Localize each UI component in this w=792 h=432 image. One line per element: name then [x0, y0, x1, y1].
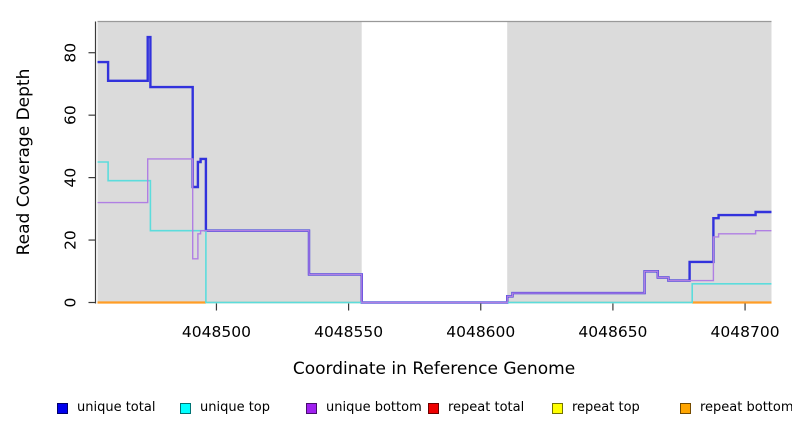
x-tick-label: 4048600: [446, 323, 515, 341]
legend-swatch: [680, 402, 691, 414]
legend-label: repeat total: [448, 400, 525, 415]
y-axis-title: Read Coverage Depth: [14, 68, 34, 256]
gap-region: [361, 21, 508, 303]
x-axis-title: Coordinate in Reference Genome: [292, 359, 576, 379]
legend-item-unique-top: unique top: [180, 401, 270, 415]
legend-item-repeat-bottom: repeat bottom: [680, 401, 792, 415]
legend-label: unique bottom: [326, 400, 422, 415]
legend-swatch: [306, 402, 317, 414]
legend-item-repeat-top: repeat top: [552, 401, 640, 415]
legend-swatch: [180, 402, 191, 414]
y-tick-label: 0: [62, 298, 80, 308]
legend-item-unique-bottom: unique bottom: [306, 401, 422, 415]
legend-item-repeat-total: repeat total: [428, 401, 524, 415]
series-unique-bottom: [97, 158, 772, 304]
series-unique-top: [97, 161, 772, 304]
y-tick-label: 40: [62, 168, 80, 188]
legend-item-unique-total: unique total: [57, 401, 155, 415]
covered-region-left: [97, 21, 362, 303]
legend-swatch: [57, 402, 68, 414]
legend-label: repeat top: [572, 400, 640, 415]
y-tick-label: 20: [62, 230, 80, 250]
x-tick-label: 4048700: [711, 323, 780, 341]
x-tick-label: 4048650: [578, 323, 647, 341]
y-tick-label: 80: [62, 43, 80, 63]
legend-label: unique top: [200, 400, 271, 415]
legend-label: unique total: [77, 400, 156, 415]
legend-swatch: [552, 402, 563, 414]
x-tick-label: 4048500: [182, 323, 251, 341]
y-tick-label: 60: [62, 105, 80, 125]
covered-region-right: [507, 21, 772, 303]
legend-swatch: [428, 402, 439, 414]
x-tick-label: 4048550: [314, 323, 383, 341]
legend-label: repeat bottom: [700, 400, 792, 415]
